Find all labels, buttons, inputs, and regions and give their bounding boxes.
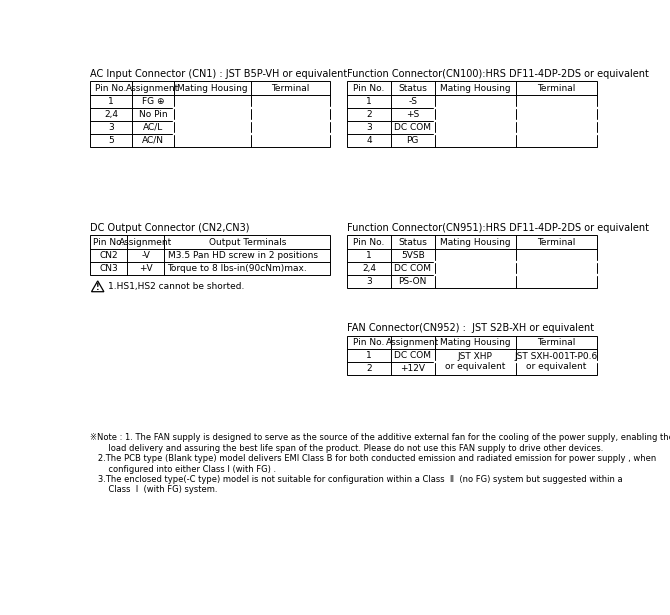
- Text: Pin No.: Pin No.: [353, 84, 385, 92]
- Text: M3.5 Pan HD screw in 2 positions: M3.5 Pan HD screw in 2 positions: [168, 251, 318, 260]
- Text: Terminal: Terminal: [537, 84, 576, 92]
- Bar: [90, 82, 330, 147]
- Text: Terminal: Terminal: [537, 338, 576, 347]
- Text: Class  Ⅰ  (with FG) system.: Class Ⅰ (with FG) system.: [90, 485, 218, 494]
- Text: FG ⊕: FG ⊕: [142, 97, 164, 106]
- Text: Pin No.: Pin No.: [93, 237, 124, 247]
- Text: 5: 5: [108, 136, 114, 145]
- Text: Mating Housing: Mating Housing: [177, 84, 248, 92]
- Text: DC COM: DC COM: [394, 264, 431, 272]
- Text: Terminal: Terminal: [271, 84, 310, 92]
- Text: Torque to 8 lbs-in(90cNm)max.: Torque to 8 lbs-in(90cNm)max.: [168, 264, 308, 272]
- Text: 1: 1: [366, 351, 372, 360]
- Text: Pin No.: Pin No.: [95, 84, 127, 92]
- Text: Pin No.: Pin No.: [353, 338, 385, 347]
- Text: -V: -V: [141, 251, 150, 260]
- Text: CN2: CN2: [99, 251, 118, 260]
- Text: 3.The enclosed type(-C type) model is not suitable for configuration within a Cl: 3.The enclosed type(-C type) model is no…: [90, 475, 622, 484]
- Text: +12V: +12V: [400, 364, 425, 373]
- Text: Status: Status: [399, 237, 427, 247]
- Text: Output Terminals: Output Terminals: [208, 237, 286, 247]
- Text: Assignment: Assignment: [127, 84, 180, 92]
- Text: 1: 1: [366, 251, 372, 260]
- Text: ※Note : 1. The FAN supply is designed to serve as the source of the additive ext: ※Note : 1. The FAN supply is designed to…: [90, 434, 670, 442]
- Text: Function Connector(CN951):HRS DF11-4DP-2DS or equivalent: Function Connector(CN951):HRS DF11-4DP-2…: [347, 223, 649, 233]
- Bar: [347, 82, 597, 147]
- Text: Mating Housing: Mating Housing: [440, 237, 511, 247]
- Text: 2,4: 2,4: [104, 109, 118, 119]
- Bar: [90, 236, 330, 275]
- Text: -S: -S: [408, 97, 417, 106]
- Text: +S: +S: [406, 109, 419, 119]
- Bar: [347, 236, 597, 288]
- Text: configured into either Class Ⅰ (with FG) .: configured into either Class Ⅰ (with FG)…: [90, 464, 276, 474]
- Text: JST SXH-001T-P0.6
or equivalent: JST SXH-001T-P0.6 or equivalent: [515, 352, 598, 371]
- Text: Terminal: Terminal: [537, 237, 576, 247]
- Text: AC/L: AC/L: [143, 123, 163, 132]
- Text: Status: Status: [399, 84, 427, 92]
- Text: !: !: [96, 284, 100, 293]
- Text: 2: 2: [366, 364, 372, 373]
- Text: 3: 3: [366, 123, 372, 132]
- Text: Assignment: Assignment: [386, 338, 440, 347]
- Text: 1: 1: [366, 97, 372, 106]
- Text: Pin No.: Pin No.: [353, 237, 385, 247]
- Text: PS-ON: PS-ON: [399, 277, 427, 286]
- Text: DC Output Connector (CN2,CN3): DC Output Connector (CN2,CN3): [90, 223, 249, 233]
- Text: 2,4: 2,4: [362, 264, 376, 272]
- Text: 3: 3: [366, 277, 372, 286]
- Text: AC Input Connector (CN1) : JST B5P-VH or equivalent: AC Input Connector (CN1) : JST B5P-VH or…: [90, 69, 347, 79]
- Text: 5VSB: 5VSB: [401, 251, 425, 260]
- Text: DC COM: DC COM: [394, 123, 431, 132]
- Text: 2: 2: [366, 109, 372, 119]
- Text: +V: +V: [139, 264, 153, 272]
- Text: 1.HS1,HS2 cannot be shorted.: 1.HS1,HS2 cannot be shorted.: [108, 282, 244, 291]
- Text: FAN Connector(CN952) :  JST S2B-XH or equivalent: FAN Connector(CN952) : JST S2B-XH or equ…: [347, 323, 594, 333]
- Text: 3: 3: [108, 123, 114, 132]
- Text: DC COM: DC COM: [394, 351, 431, 360]
- Bar: [347, 336, 597, 375]
- Text: load delivery and assuring the best life span of the product. Please do not use : load delivery and assuring the best life…: [90, 444, 603, 453]
- Text: 2.The PCB type (Blank type) model delivers EMI Class B for both conducted emissi: 2.The PCB type (Blank type) model delive…: [90, 454, 656, 463]
- Text: Assignment: Assignment: [119, 237, 172, 247]
- Text: 4: 4: [366, 136, 372, 145]
- Text: AC/N: AC/N: [142, 136, 164, 145]
- Text: Function Connector(CN100):HRS DF11-4DP-2DS or equivalent: Function Connector(CN100):HRS DF11-4DP-2…: [347, 69, 649, 79]
- Text: PG: PG: [407, 136, 419, 145]
- Text: JST XHP
or equivalent: JST XHP or equivalent: [445, 352, 505, 371]
- Text: CN3: CN3: [99, 264, 118, 272]
- Text: No Pin: No Pin: [139, 109, 168, 119]
- Text: 1: 1: [108, 97, 114, 106]
- Text: Mating Housing: Mating Housing: [440, 338, 511, 347]
- Text: Mating Housing: Mating Housing: [440, 84, 511, 92]
